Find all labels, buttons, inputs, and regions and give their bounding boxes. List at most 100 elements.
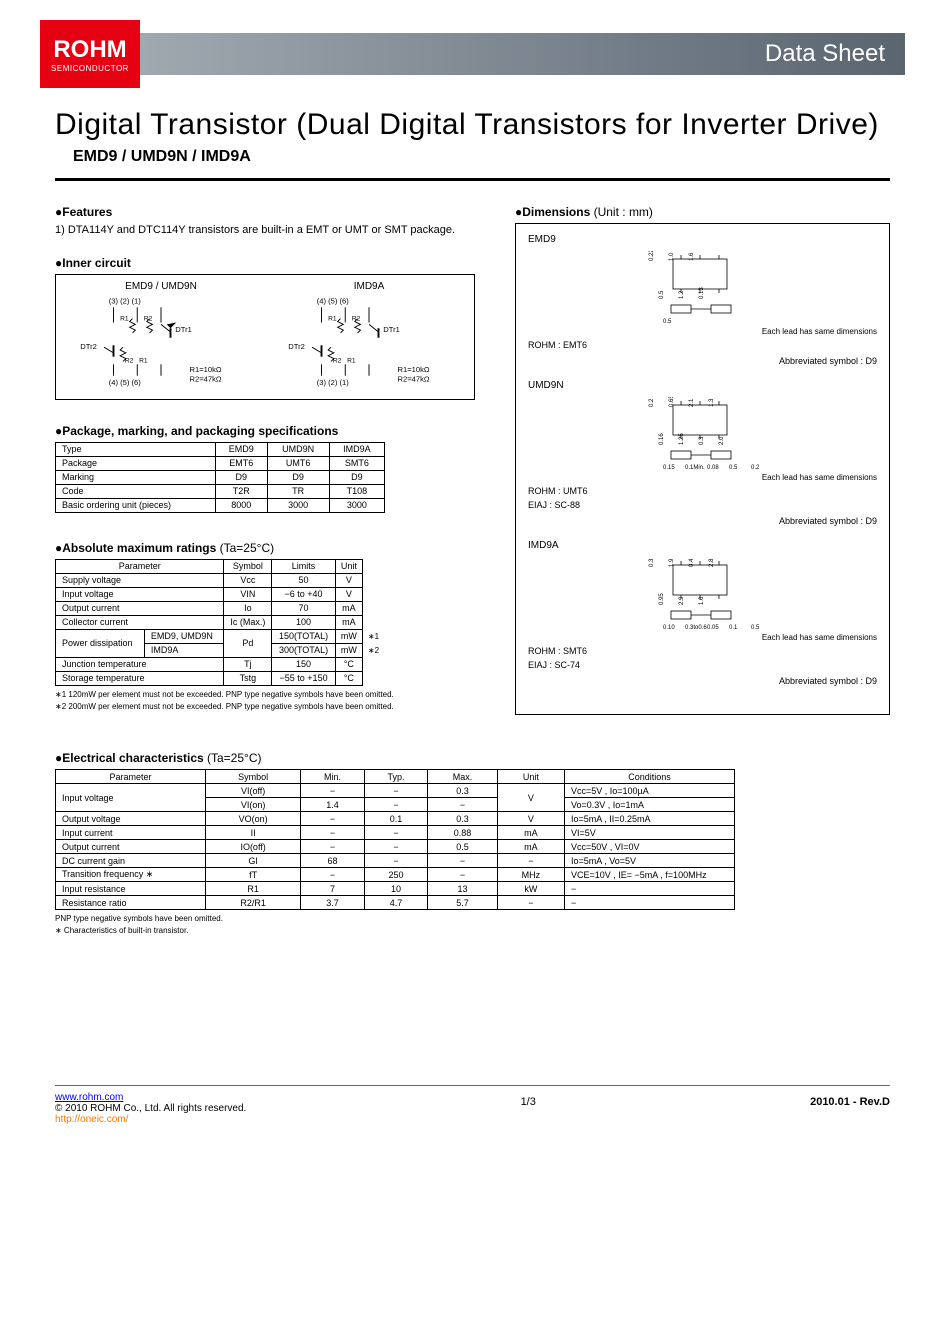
logo-subtext: SEMICONDUCTOR [51, 64, 129, 73]
table-cell: 0.1 [364, 812, 428, 826]
datasheet-label: Data Sheet [765, 40, 885, 68]
table-cell: Resistance ratio [56, 896, 206, 910]
table-cell: − [364, 784, 428, 798]
table-cell: Power dissipation [56, 629, 145, 657]
header-banner: Data Sheet [140, 33, 905, 75]
logo-text: ROHM [53, 36, 126, 64]
table-header: Unit [335, 559, 362, 573]
svg-text:R2: R2 [333, 357, 342, 364]
svg-text:1.6: 1.6 [699, 595, 705, 604]
table-header: Conditions [565, 770, 735, 784]
table-cell: 3000 [329, 498, 384, 512]
table-cell: Input resistance [56, 882, 206, 896]
table-cell: Type [56, 442, 216, 456]
table-cell: SMT6 [329, 456, 384, 470]
table-cell: Io=5mA , II=0.25mA [565, 812, 735, 826]
table-cell: − [364, 798, 428, 812]
table-cell: Package [56, 456, 216, 470]
table-cell: ∗2 [363, 643, 385, 657]
svg-text:0.3: 0.3 [649, 557, 655, 566]
table-cell: Pd [224, 629, 272, 657]
table-cell: 50 [272, 573, 335, 587]
features-heading: ●Features [55, 205, 475, 219]
page-title: Digital Transistor (Dual Digital Transis… [55, 108, 890, 142]
svg-text:0.1: 0.1 [729, 625, 738, 631]
dim-lead-note: Each lead has same dimensions [528, 633, 877, 642]
table-cell: − [301, 812, 365, 826]
svg-text:DTr2: DTr2 [288, 342, 305, 351]
table-cell: −6 to +40 [272, 587, 335, 601]
inner-circuit-diagram: EMD9 / UMD9N (3) (2) (1) R1 R2 DTr1 DTr2 [55, 274, 475, 400]
table-cell: mW [335, 643, 362, 657]
svg-text:R2: R2 [352, 315, 361, 322]
table-cell: − [364, 840, 428, 854]
table-cell: Marking [56, 470, 216, 484]
table-header: Min. [301, 770, 365, 784]
table-cell: MHz [497, 868, 564, 882]
table-cell: 250 [364, 868, 428, 882]
table-cell: 0.3 [428, 812, 498, 826]
circuit-col-1: EMD9 / UMD9N (3) (2) (1) R1R2 DTr1 DTr2 [66, 281, 256, 391]
table-cell: − [301, 826, 365, 840]
svg-text:2.1: 2.1 [689, 397, 695, 406]
table-cell: Ic (Max.) [224, 615, 272, 629]
table-header: Symbol [206, 770, 301, 784]
footer-link2[interactable]: http://oneic.com/ [55, 1114, 128, 1125]
table-cell: EMT6 [216, 456, 268, 470]
table-cell: 0.5 [428, 840, 498, 854]
footer-rev: 2010.01 - Rev.D [810, 1092, 890, 1108]
table-cell: ∗1 [363, 629, 385, 643]
table-cell: VO(on) [206, 812, 301, 826]
footer-url[interactable]: www.rohm.com [55, 1092, 123, 1103]
circuit1-title: EMD9 / UMD9N [66, 281, 256, 292]
svg-text:DTr1: DTr1 [383, 325, 400, 334]
package-table: TypeEMD9UMD9NIMD9APackageEMT6UMT6SMT6Mar… [55, 442, 385, 513]
absmax-heading: ●Absolute maximum ratings (Ta=25°C) [55, 541, 475, 555]
table-cell: Vo=0.3V , Io=1mA [565, 798, 735, 812]
svg-text:0.1Min.: 0.1Min. [685, 465, 705, 471]
table-cell: UMT6 [267, 456, 329, 470]
logo: ROHM SEMICONDUCTOR [40, 20, 140, 88]
dim-lead-note: Each lead has same dimensions [528, 473, 877, 482]
table-cell: Storage temperature [56, 671, 224, 685]
svg-text:0.15: 0.15 [663, 465, 675, 471]
svg-text:(4) (5) (6): (4) (5) (6) [109, 378, 142, 387]
svg-text:1.6: 1.6 [689, 251, 695, 260]
table-cell: 13 [428, 882, 498, 896]
svg-text:R1=10kΩ: R1=10kΩ [190, 365, 222, 374]
svg-text:0.22: 0.22 [649, 251, 655, 261]
table-cell: mA [497, 826, 564, 840]
dim-name: EMD9 [528, 234, 877, 245]
svg-text:(3) (2) (1): (3) (2) (1) [317, 378, 350, 387]
circuit2-svg: (4) (5) (6) R1R2 DTr1 DTr2 R2R1 (3) (2) … [274, 294, 464, 389]
table-cell: D9 [267, 470, 329, 484]
table-cell: 68 [301, 854, 365, 868]
table-cell: − [301, 840, 365, 854]
table-cell: 1.4 [301, 798, 365, 812]
table-cell: Input voltage [56, 587, 224, 601]
table-cell: − [497, 896, 564, 910]
dim-rohm: ROHM : UMT6 [528, 486, 877, 496]
table-cell: mA [497, 840, 564, 854]
table-cell: T108 [329, 484, 384, 498]
dimensions-box: EMD90.220.51.01.21.60.130.5Each lead has… [515, 223, 890, 715]
svg-text:(4) (5) (6): (4) (5) (6) [317, 296, 350, 305]
table-cell: VI=5V [565, 826, 735, 840]
table-cell: VCE=10V , IE= −5mA , f=100MHz [565, 868, 735, 882]
table-header: Unit [497, 770, 564, 784]
elec-heading: ●Electrical characteristics (Ta=25°C) [55, 751, 890, 765]
svg-text:R1: R1 [120, 315, 129, 322]
table-cell: Transition frequency ∗ [56, 868, 206, 882]
svg-text:0.95: 0.95 [659, 592, 665, 604]
svg-text:1.2: 1.2 [679, 289, 685, 298]
table-cell: − [301, 868, 365, 882]
svg-text:1.3: 1.3 [709, 397, 715, 406]
svg-text:2.8: 2.8 [709, 557, 715, 566]
table-cell: IMD9A [329, 442, 384, 456]
svg-text:(3) (2) (1): (3) (2) (1) [109, 296, 142, 305]
dimensions-heading: ●Dimensions (Unit : mm) [515, 205, 890, 219]
svg-text:0.65: 0.65 [669, 397, 675, 407]
svg-text:0.05: 0.05 [707, 625, 719, 631]
table-cell: 10 [364, 882, 428, 896]
svg-text:R2: R2 [144, 315, 153, 322]
